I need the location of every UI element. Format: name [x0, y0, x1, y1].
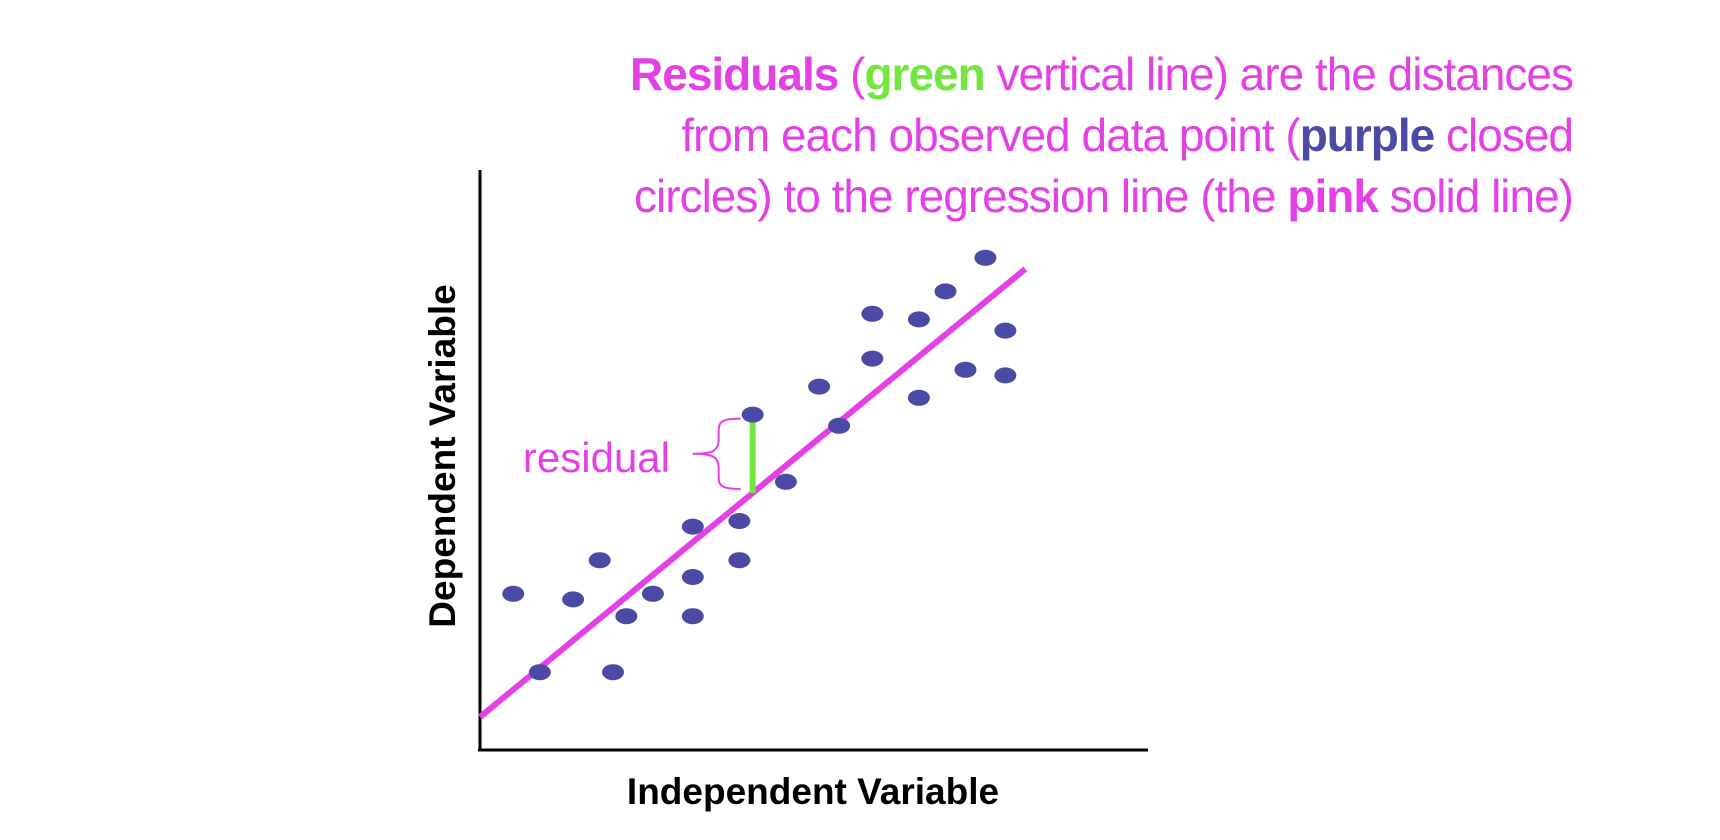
data-point [907, 311, 930, 328]
residual-brace [692, 417, 741, 490]
data-point [615, 608, 638, 625]
data-point [861, 350, 884, 367]
caption-text: ( [838, 48, 865, 100]
data-point [681, 518, 704, 535]
data-point [728, 552, 751, 569]
caption-word-green: green [864, 48, 985, 100]
caption-word-purple: purple [1299, 109, 1436, 161]
y-axis-label: Dependent Variable [422, 284, 463, 627]
data-point [974, 249, 997, 266]
data-point [728, 513, 751, 529]
data-point [681, 569, 704, 585]
caption-text: from each observed data point ( [681, 109, 1300, 161]
caption-word-residuals: Residuals [630, 48, 839, 100]
data-point [502, 585, 525, 602]
caption-line-2: from each observed data point (purple cl… [473, 105, 1574, 166]
caption-text: closed [1434, 109, 1574, 161]
data-point [588, 552, 611, 569]
x-axis-label: Independent Variable [627, 771, 999, 812]
data-point [954, 361, 977, 378]
data-point [562, 591, 585, 608]
data-point [641, 585, 664, 602]
caption-text: vertical line) are the distances [984, 48, 1574, 100]
caption-text: solid line) [1377, 170, 1574, 222]
caption-line-3: circles) to the regression line (the pin… [473, 166, 1574, 227]
data-point [861, 305, 884, 322]
chart-caption: Residuals (green vertical line) are the … [473, 44, 1574, 227]
residual-label: residual [523, 434, 670, 481]
data-points [502, 249, 1017, 681]
data-point [828, 417, 851, 434]
caption-text: circles) to the regression line (the [634, 170, 1288, 222]
caption-word-pink: pink [1287, 170, 1379, 222]
data-point [528, 664, 551, 681]
caption-line-1: Residuals (green vertical line) are the … [473, 44, 1574, 105]
data-point [602, 664, 624, 681]
data-point [741, 406, 764, 423]
data-point [681, 608, 704, 625]
data-point [808, 378, 831, 395]
data-point [907, 389, 930, 406]
data-point [934, 283, 957, 300]
data-point [994, 322, 1017, 339]
data-point [994, 367, 1017, 384]
data-point [774, 473, 797, 490]
